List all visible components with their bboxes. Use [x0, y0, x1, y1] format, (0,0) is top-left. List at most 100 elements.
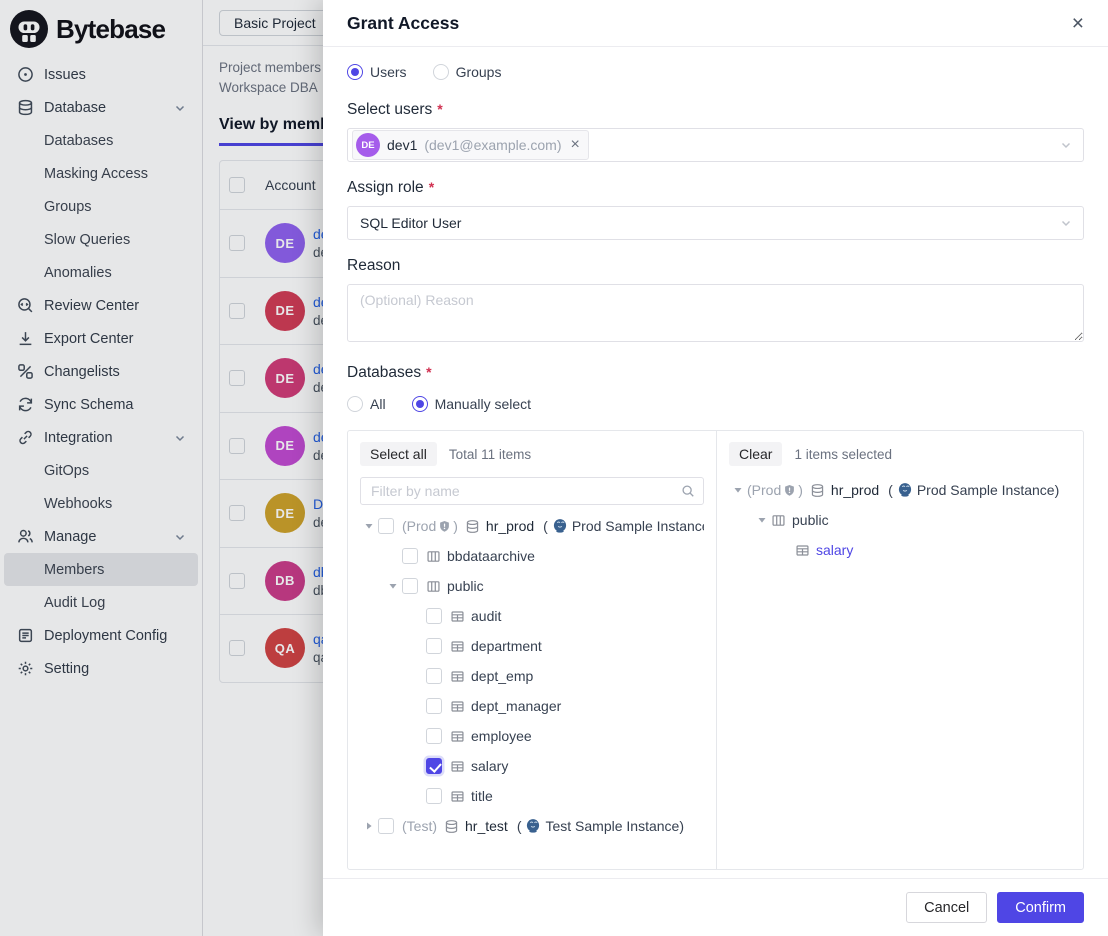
caret-down-icon[interactable] [384, 581, 402, 591]
tree-node-table[interactable]: title [360, 781, 704, 811]
confirm-button[interactable]: Confirm [997, 892, 1084, 923]
radio-groups-control[interactable] [432, 64, 449, 80]
tree-checkbox[interactable] [426, 668, 442, 684]
table-icon [450, 759, 465, 774]
table-icon [450, 609, 465, 624]
sidebar-item-manage[interactable]: Manage [4, 520, 198, 553]
sidebar-item-deployment-config[interactable]: Deployment Config [4, 619, 198, 652]
radio-all-databases[interactable]: All [347, 396, 386, 412]
tree-node-table[interactable]: salary [360, 751, 704, 781]
tree-node-table[interactable]: audit [360, 601, 704, 631]
tree-node-hr-test[interactable]: (Test) hr_test (Test Sample Instance) [360, 811, 704, 841]
row-checkbox[interactable] [229, 505, 245, 522]
radio-manual-control[interactable] [411, 396, 428, 412]
assign-role-select[interactable]: SQL Editor User [347, 206, 1084, 240]
sidebar-item-masking-access[interactable]: Masking Access [44, 165, 148, 182]
radio-groups[interactable]: Groups [432, 64, 501, 80]
tree-node-bbdataarchive[interactable]: bbdataarchive [360, 541, 704, 571]
tree-checkbox[interactable] [426, 638, 442, 654]
sidebar-item-anomalies[interactable]: Anomalies [44, 264, 112, 281]
select-all-checkbox[interactable] [229, 177, 245, 193]
project-members-line: Project members [219, 60, 322, 75]
tree-checkbox[interactable] [426, 758, 442, 774]
sidebar-item-webhooks[interactable]: Webhooks [44, 495, 113, 512]
row-checkbox[interactable] [229, 235, 245, 252]
tab-view-by-members[interactable]: View by members [219, 116, 354, 146]
selected-items-count: 1 items selected [794, 446, 893, 462]
row-checkbox[interactable] [229, 572, 245, 589]
project-selector-button[interactable]: Basic Project [219, 9, 331, 36]
row-checkbox[interactable] [229, 370, 245, 387]
table-icon [450, 699, 465, 714]
caret-down-icon[interactable] [729, 485, 747, 495]
sidebar-item-integration[interactable]: Integration [4, 421, 198, 454]
tree-node-hr-prod[interactable]: (Prod) hr_prod (Prod Sample Instance) [360, 511, 704, 541]
selected-node-hr-prod[interactable]: (Prod) hr_prod (Prod Sample Instance) [729, 475, 1071, 505]
databases-label: Databases * [347, 364, 432, 381]
tree-checkbox[interactable] [426, 788, 442, 804]
radio-all-control[interactable] [347, 396, 363, 412]
close-icon[interactable]: × [1071, 11, 1084, 35]
tree-node-table[interactable]: employee [360, 721, 704, 751]
tree-checkbox[interactable] [402, 548, 418, 564]
sidebar-item-sync-schema[interactable]: Sync Schema [4, 388, 198, 421]
sidebar-item-changelists[interactable]: Changelists [4, 355, 198, 388]
chevron-down-icon [174, 432, 186, 444]
tree-checkbox[interactable] [402, 578, 418, 594]
selected-node-salary[interactable]: salary [729, 535, 1071, 565]
source-tree: (Prod) hr_prod (Prod Sample Instance) bb… [360, 511, 704, 841]
tree-node-table[interactable]: department [360, 631, 704, 661]
modal-header: Grant Access × [323, 0, 1108, 47]
tree-checkbox[interactable] [426, 698, 442, 714]
reason-textarea[interactable] [347, 284, 1084, 342]
sidebar-item-gitops[interactable]: GitOps [44, 462, 90, 479]
tree-checkbox[interactable] [426, 728, 442, 744]
cancel-button[interactable]: Cancel [906, 892, 988, 923]
members-tabs: View by members [203, 98, 1108, 146]
tree-node-table[interactable]: dept_emp [360, 661, 704, 691]
radio-users[interactable]: Users [347, 64, 407, 80]
sidebar-item-slow-queries[interactable]: Slow Queries [44, 231, 131, 248]
member-avatar: DE [265, 223, 305, 264]
sidebar-item-groups[interactable]: Groups [44, 198, 92, 215]
sidebar-item-database[interactable]: Database [4, 91, 198, 124]
caret-down-icon[interactable] [360, 521, 378, 531]
sidebar-item-members[interactable]: Members [4, 553, 198, 586]
changelists-icon [16, 363, 34, 381]
row-checkbox[interactable] [229, 302, 245, 319]
tree-node-public[interactable]: public [360, 571, 704, 601]
filter-by-name-input[interactable] [371, 483, 681, 499]
remove-tag-icon[interactable]: × [570, 136, 580, 153]
select-all-button[interactable]: Select all [360, 442, 437, 466]
caret-right-icon[interactable] [360, 821, 378, 831]
select-users-input[interactable]: DE dev1 (dev1@example.com) × [347, 128, 1084, 162]
bytebase-logo[interactable]: Bytebase [0, 6, 202, 54]
sidebar-item-setting[interactable]: Setting [4, 652, 198, 685]
row-checkbox[interactable] [229, 437, 245, 454]
chevron-down-icon [1059, 216, 1073, 230]
sidebar-item-export-center[interactable]: Export Center [4, 322, 198, 355]
schema-icon [426, 549, 441, 564]
tree-checkbox[interactable] [378, 518, 394, 534]
row-checkbox[interactable] [229, 640, 245, 657]
tree-checkbox[interactable] [378, 818, 394, 834]
tree-checkbox[interactable] [426, 608, 442, 624]
sidebar-nav: Issues Database Databases Masking Access… [0, 58, 202, 685]
radio-users-control[interactable] [347, 64, 363, 80]
sidebar-item-issues[interactable]: Issues [4, 58, 198, 91]
export-center-icon [16, 330, 34, 348]
principal-type-radios: Users Groups [347, 60, 1084, 84]
tree-node-table[interactable]: dept_manager [360, 691, 704, 721]
issues-icon [16, 66, 34, 84]
modal-body: Users Groups Select users * DE dev1 (dev1… [323, 47, 1108, 870]
modal-footer: Cancel Confirm [323, 878, 1108, 936]
sidebar-item-audit-log[interactable]: Audit Log [44, 594, 106, 611]
radio-manually-select[interactable]: Manually select [411, 396, 531, 412]
database-icon [810, 483, 825, 498]
selected-node-public[interactable]: public [729, 505, 1071, 535]
grant-access-modal: Grant Access × Users Groups Select users… [323, 0, 1108, 936]
sidebar-item-review-center[interactable]: Review Center [4, 289, 198, 322]
clear-button[interactable]: Clear [729, 442, 783, 466]
caret-down-icon[interactable] [753, 515, 771, 525]
sidebar-item-databases[interactable]: Databases [44, 132, 114, 149]
